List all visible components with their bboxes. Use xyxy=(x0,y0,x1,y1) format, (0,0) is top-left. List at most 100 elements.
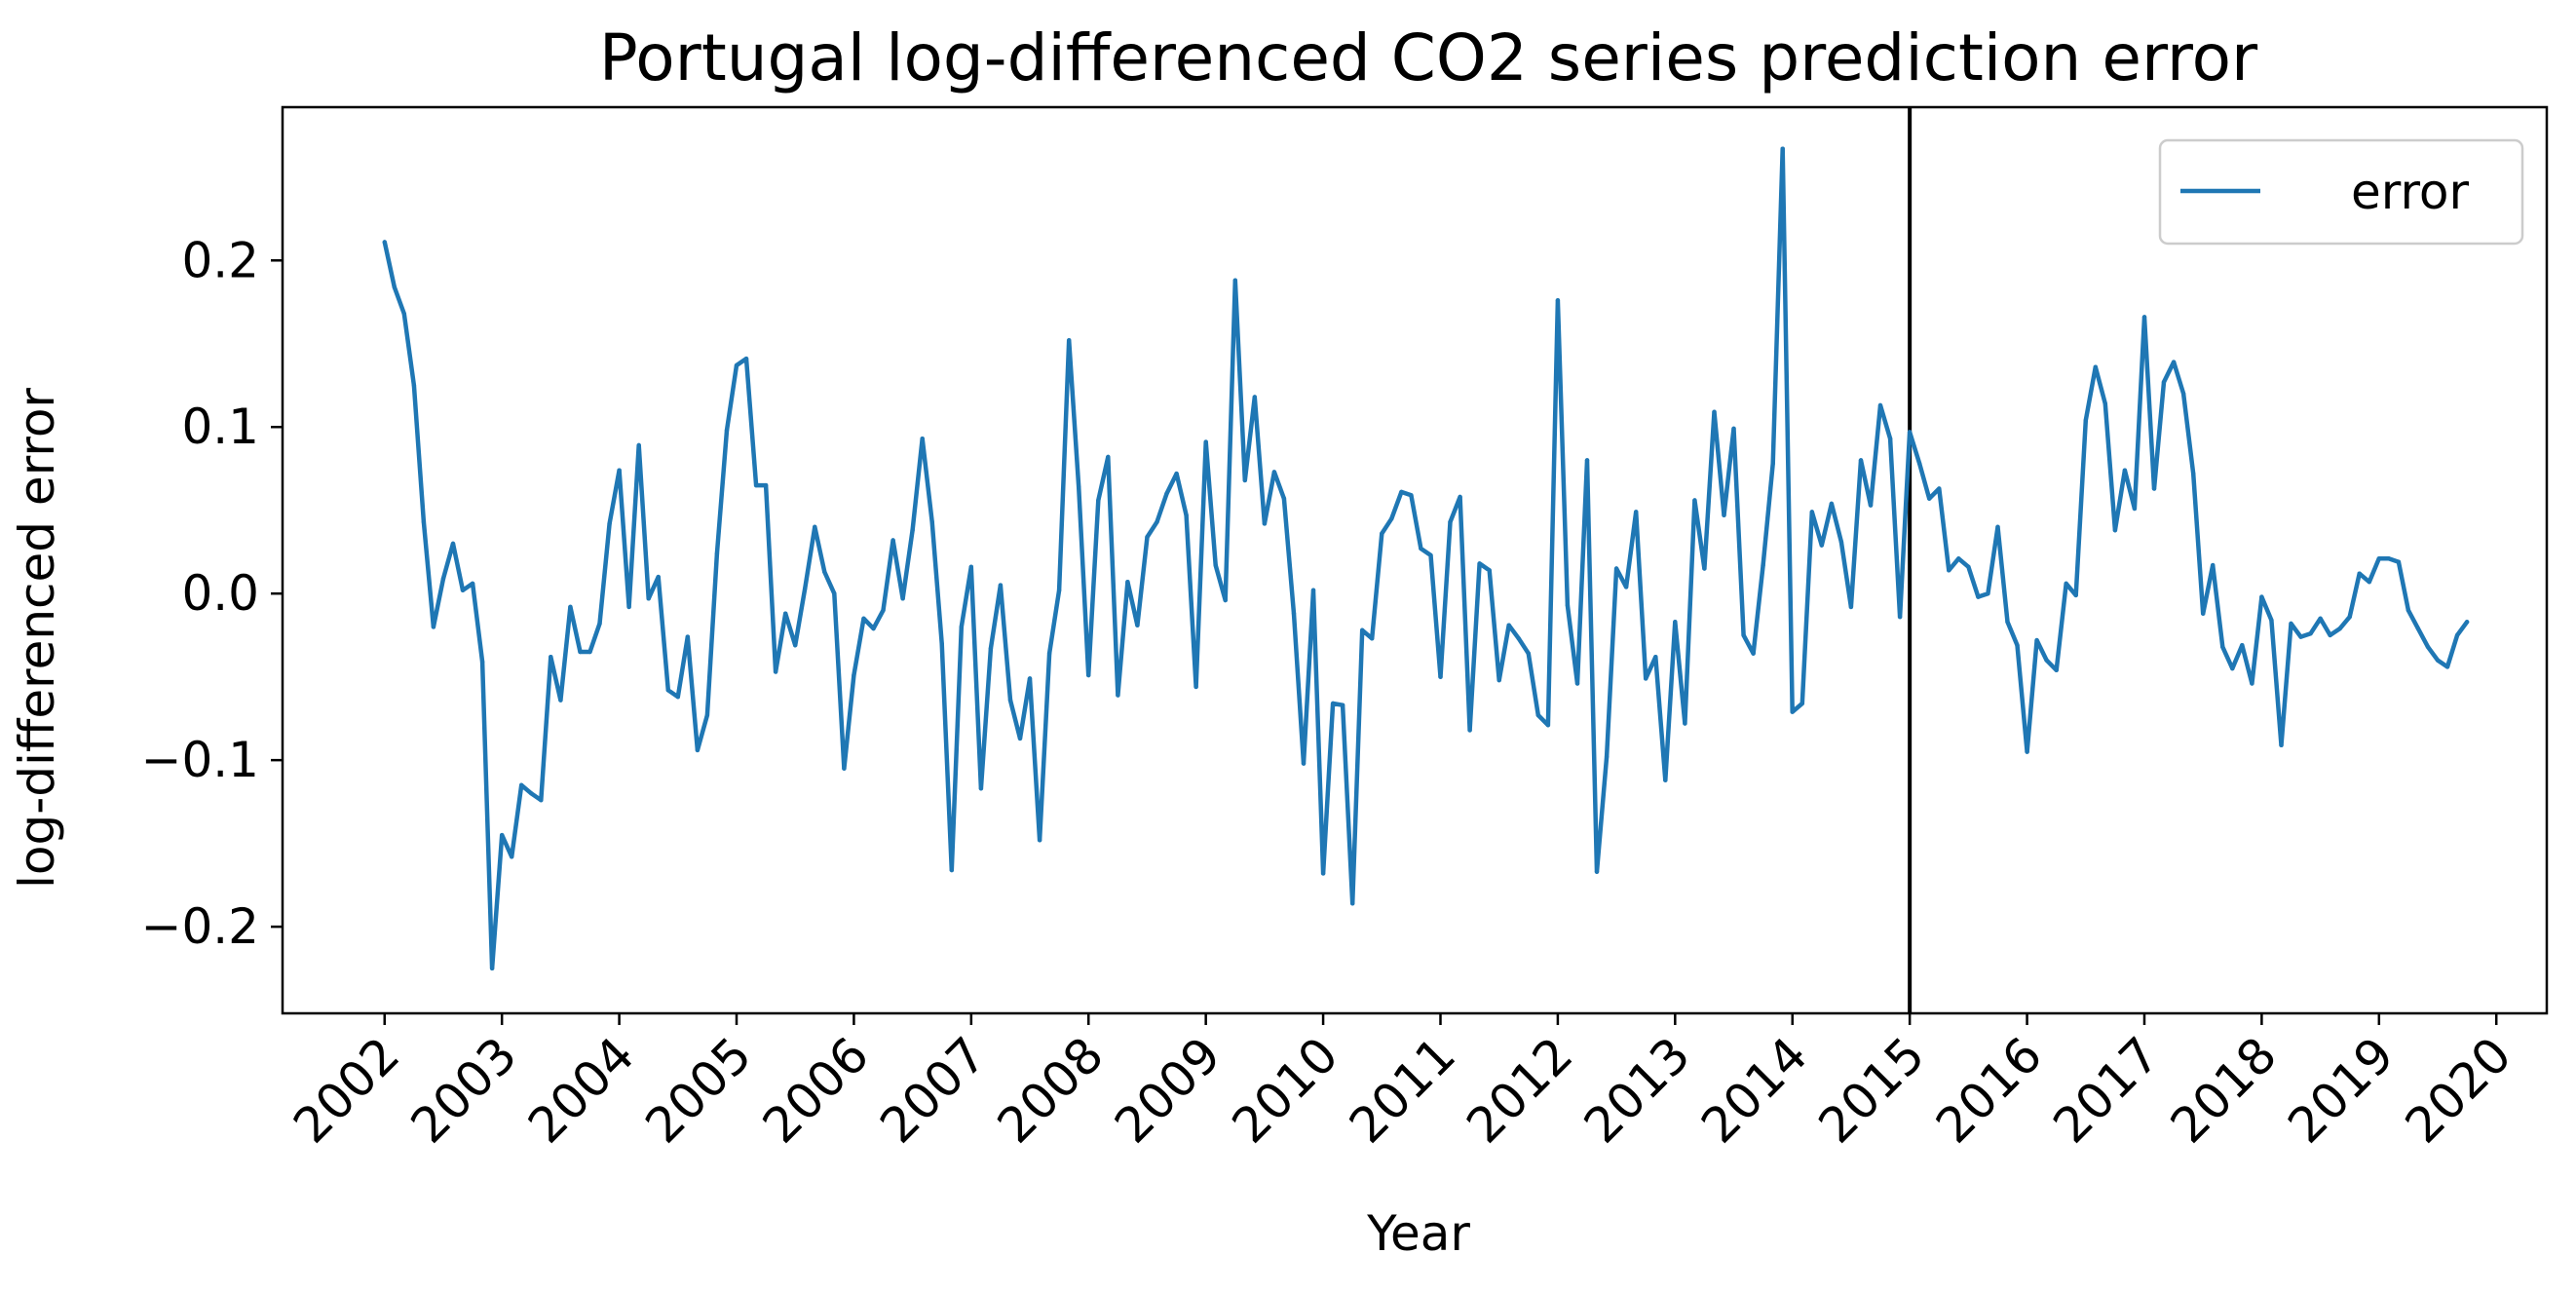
data-point xyxy=(753,482,759,488)
data-point xyxy=(1917,461,1922,466)
data-point xyxy=(2073,592,2078,598)
data-point xyxy=(519,782,524,787)
data-point xyxy=(900,596,905,601)
data-point xyxy=(949,867,954,873)
data-point xyxy=(2180,391,2186,397)
data-point xyxy=(2151,486,2157,491)
y-tick-label: 0.0 xyxy=(181,565,259,622)
data-point xyxy=(1086,672,1091,678)
data-point xyxy=(763,482,769,488)
data-point xyxy=(2425,644,2431,650)
data-point xyxy=(1409,493,1414,498)
data-point xyxy=(1565,603,1571,608)
data-point xyxy=(646,596,651,601)
data-point xyxy=(2034,637,2039,643)
data-point xyxy=(578,649,583,655)
data-point xyxy=(1868,503,1874,508)
data-point xyxy=(1976,594,1981,599)
data-point xyxy=(2015,643,2020,648)
data-point xyxy=(2444,665,2450,669)
data-point xyxy=(1096,498,1101,503)
data-point xyxy=(1722,513,1726,517)
data-point xyxy=(2435,658,2441,663)
data-point xyxy=(1145,534,1150,540)
data-point xyxy=(1995,524,2000,529)
data-point xyxy=(2328,632,2332,638)
y-tick-label: 0.1 xyxy=(181,399,259,455)
data-point xyxy=(1545,723,1551,728)
data-point xyxy=(1858,458,1864,463)
y-tick-label: 0.2 xyxy=(181,232,259,288)
data-point xyxy=(1037,838,1042,843)
data-point xyxy=(1252,395,1258,399)
data-point xyxy=(959,625,964,629)
data-point xyxy=(1770,461,1775,466)
data-point xyxy=(1360,627,1365,632)
data-point xyxy=(421,519,427,524)
data-point xyxy=(695,747,701,753)
data-point xyxy=(460,588,466,592)
data-point xyxy=(2230,665,2235,671)
data-point xyxy=(2044,658,2049,663)
data-point xyxy=(2122,468,2128,473)
data-point xyxy=(558,698,563,703)
data-point xyxy=(1966,564,1971,569)
data-point xyxy=(1213,562,1218,568)
data-point xyxy=(2025,749,2029,754)
data-point xyxy=(1467,728,1472,733)
data-point xyxy=(1535,712,1541,718)
data-point xyxy=(783,611,788,616)
data-point xyxy=(1799,701,1805,706)
data-point xyxy=(411,383,417,388)
data-point xyxy=(1419,546,1423,551)
chart-title: Portugal log-differenced CO2 series pred… xyxy=(599,20,2258,95)
data-point xyxy=(2250,681,2254,686)
data-point xyxy=(1174,471,1179,476)
data-point xyxy=(822,569,827,575)
data-point xyxy=(1389,516,1394,521)
data-point xyxy=(2318,616,2323,621)
data-point xyxy=(1116,693,1120,698)
data-point xyxy=(1017,736,1023,741)
data-point xyxy=(743,356,749,361)
data-point xyxy=(1819,543,1825,548)
data-point xyxy=(734,362,739,368)
data-point xyxy=(2141,315,2147,320)
data-point xyxy=(1164,491,1169,496)
data-point xyxy=(1653,655,1658,660)
data-point xyxy=(1526,651,1532,656)
data-point xyxy=(1477,561,1482,566)
data-point xyxy=(1223,597,1228,603)
data-point xyxy=(998,583,1004,588)
data-point xyxy=(2376,556,2381,561)
data-point xyxy=(675,695,680,700)
data-point xyxy=(1496,677,1501,683)
legend-box xyxy=(2158,138,2524,246)
data-point xyxy=(724,428,730,433)
data-point xyxy=(2308,631,2313,636)
data-point xyxy=(392,285,397,289)
data-point xyxy=(2298,634,2303,639)
data-point xyxy=(1761,562,1765,568)
data-point xyxy=(2386,556,2391,561)
data-point xyxy=(1712,409,1717,414)
y-axis-label: log-differenced error xyxy=(9,388,65,889)
data-point xyxy=(2240,643,2245,648)
data-point xyxy=(665,688,670,693)
data-point xyxy=(2191,471,2196,476)
data-point xyxy=(401,311,406,317)
data-point xyxy=(1370,636,1375,641)
data-point xyxy=(1663,778,1668,782)
data-point xyxy=(2415,626,2421,631)
data-point xyxy=(1604,754,1610,759)
data-point xyxy=(479,660,485,665)
data-point xyxy=(813,524,817,529)
data-point xyxy=(2464,620,2470,625)
data-point xyxy=(597,621,602,627)
data-point xyxy=(1829,501,1835,507)
data-point xyxy=(1947,568,1951,573)
legend: error xyxy=(2158,138,2524,246)
data-point xyxy=(1320,871,1326,876)
data-point xyxy=(832,591,837,596)
